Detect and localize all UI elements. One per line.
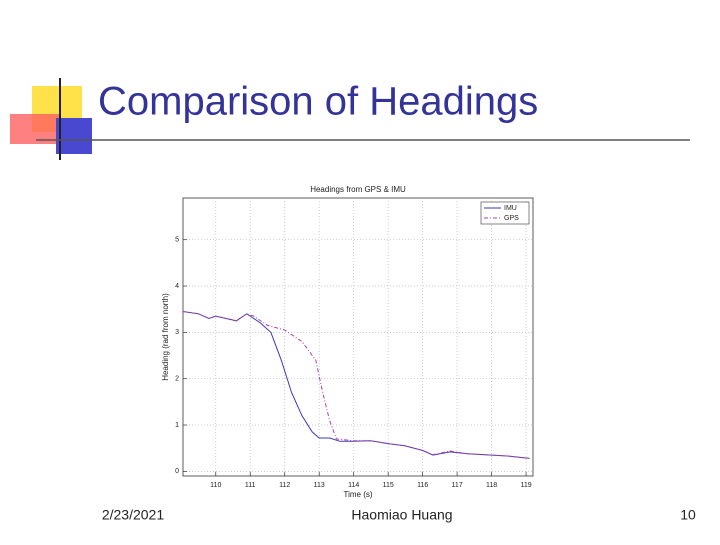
date: 2/23/2021 xyxy=(102,507,164,523)
x-tick-label: 111 xyxy=(245,482,256,489)
y-tick-label: 0 xyxy=(175,468,179,475)
x-tick-label: 114 xyxy=(348,482,359,489)
x-tick-label: 112 xyxy=(279,482,290,489)
x-tick-label: 113 xyxy=(314,482,325,489)
x-tick-label: 117 xyxy=(452,482,463,489)
data-line xyxy=(182,311,530,459)
y-tick-label: 5 xyxy=(175,237,179,244)
x-axis-label: Time (s) xyxy=(343,490,372,499)
y-tick-label: 3 xyxy=(175,329,179,336)
x-tick-label: 110 xyxy=(210,482,221,489)
y-tick-label: 4 xyxy=(175,283,179,290)
y-axis-label: Heading (rad from north) xyxy=(161,293,170,381)
chart-title: Headings from GPS & IMU xyxy=(310,185,406,194)
plot-area xyxy=(182,197,534,477)
x-tick-label: 119 xyxy=(521,482,532,489)
x-tick-label: 115 xyxy=(383,482,394,489)
author: Haomiao Huang xyxy=(351,507,452,523)
x-tick-label: 116 xyxy=(417,482,428,489)
x-tick-label: 118 xyxy=(486,482,497,489)
legend-label: GPS xyxy=(504,215,519,222)
deco-red xyxy=(10,114,60,144)
deco-blue xyxy=(56,118,92,154)
y-tick-label: 2 xyxy=(175,376,179,383)
page-number: 10 xyxy=(680,507,696,523)
y-tick-label: 1 xyxy=(175,422,179,429)
slide-title: Comparison of Headings xyxy=(98,80,538,124)
legend-label: IMU xyxy=(504,205,517,212)
